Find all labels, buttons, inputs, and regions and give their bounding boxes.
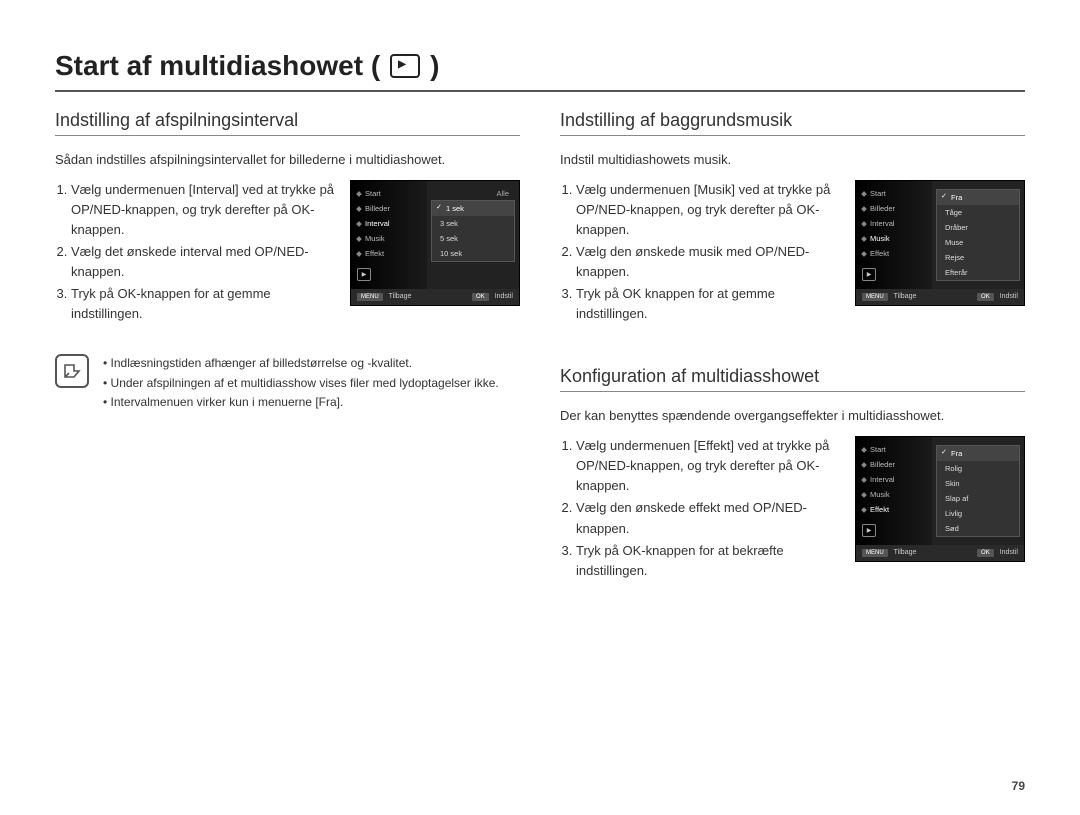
- sc-menu-item: Interval: [862, 475, 926, 484]
- footer-back: Tilbage: [894, 549, 917, 556]
- sc-footer: MENU Tilbage OK Indstil: [856, 289, 1024, 305]
- title-text-end: ): [430, 50, 439, 82]
- sc-menu-item-active: Effekt: [862, 505, 926, 514]
- right-bottom-heading: Konfiguration af multidiasshowet: [560, 366, 1025, 392]
- sc-menu-item-active: Interval: [357, 219, 421, 228]
- footer-back: Tilbage: [389, 293, 412, 300]
- page-number: 79: [1012, 779, 1025, 793]
- sc-option: Sød: [937, 521, 1019, 536]
- sc-right-header: Alle: [431, 187, 515, 200]
- sc-option: Muse: [937, 235, 1019, 250]
- play-icon: ▶: [862, 524, 876, 537]
- sc-option-selected: Fra: [937, 446, 1019, 461]
- right-top-screenshot: Start Billeder Interval Musik Effekt ▶ F…: [855, 180, 1025, 306]
- sc-option: Tåge: [937, 205, 1019, 220]
- sc-menu: Start Billeder Interval Musik Effekt ▶: [351, 181, 427, 289]
- content-columns: Indstilling af afspilningsinterval Sådan…: [55, 110, 1025, 583]
- ok-button-icon: OK: [472, 293, 489, 301]
- footer-set: Indstil: [1000, 549, 1018, 556]
- step: Tryk på OK-knappen for at bekræfte indst…: [576, 541, 843, 581]
- sc-option: 10 sek: [432, 246, 514, 261]
- sc-footer: MENU Tilbage OK Indstil: [351, 289, 519, 305]
- sc-menu-item: Billeder: [357, 204, 421, 213]
- sc-options: Fra Rolig Skin Slap af Livlig Sød: [932, 437, 1024, 545]
- menu-button-icon: MENU: [357, 293, 383, 301]
- step: Vælg undermenuen [Interval] ved at trykk…: [71, 180, 338, 240]
- right-top-instructions: Vælg undermenuen [Musik] ved at trykke p…: [560, 180, 1025, 327]
- sc-menu-item: Musik: [357, 234, 421, 243]
- right-bottom-screenshot: Start Billeder Interval Musik Effekt ▶ F…: [855, 436, 1025, 562]
- slideshow-icon: [390, 54, 420, 78]
- step: Vælg undermenuen [Effekt] ved at trykke …: [576, 436, 843, 496]
- left-instructions: Vælg undermenuen [Interval] ved at trykk…: [55, 180, 520, 327]
- sc-option: Livlig: [937, 506, 1019, 521]
- sc-menu-item: Start: [862, 445, 926, 454]
- sc-option: Rejse: [937, 250, 1019, 265]
- step: Tryk på OK knappen for at gemme indstill…: [576, 284, 843, 324]
- note-item: Indlæsningstiden afhænger af billedstørr…: [103, 354, 499, 373]
- sc-footer: MENU Tilbage OK Indstil: [856, 545, 1024, 561]
- right-top-intro: Indstil multidiashowets musik.: [560, 150, 1025, 170]
- sc-option-selected: 1 sek: [432, 201, 514, 216]
- play-icon: ▶: [357, 268, 371, 281]
- right-bottom-instructions: Vælg undermenuen [Effekt] ved at trykke …: [560, 436, 1025, 583]
- left-screenshot: Start Billeder Interval Musik Effekt ▶ A…: [350, 180, 520, 306]
- sc-option: Rolig: [937, 461, 1019, 476]
- sc-option: Efterår: [937, 265, 1019, 280]
- footer-set: Indstil: [495, 293, 513, 300]
- note-icon: [55, 354, 89, 388]
- sc-menu-item: Effekt: [357, 249, 421, 258]
- note-item: Under afspilningen af et multidiasshow v…: [103, 374, 499, 393]
- footer-set: Indstil: [1000, 293, 1018, 300]
- note-list: Indlæsningstiden afhænger af billedstørr…: [103, 354, 499, 412]
- menu-button-icon: MENU: [862, 293, 888, 301]
- title-text-start: Start af multidiashowet (: [55, 50, 380, 82]
- right-top-heading: Indstilling af baggrundsmusik: [560, 110, 1025, 136]
- right-bottom-intro: Der kan benyttes spændende overgangseffe…: [560, 406, 1025, 426]
- sc-option-selected: Fra: [937, 190, 1019, 205]
- ok-button-icon: OK: [977, 293, 994, 301]
- sc-menu-item: Effekt: [862, 249, 926, 258]
- left-column: Indstilling af afspilningsinterval Sådan…: [55, 110, 520, 583]
- left-steps: Vælg undermenuen [Interval] ved at trykk…: [55, 180, 338, 327]
- left-heading: Indstilling af afspilningsinterval: [55, 110, 520, 136]
- menu-button-icon: MENU: [862, 549, 888, 557]
- left-intro: Sådan indstilles afspilningsintervallet …: [55, 150, 520, 170]
- note-box: Indlæsningstiden afhænger af billedstørr…: [55, 354, 520, 412]
- sc-menu: Start Billeder Interval Musik Effekt ▶: [856, 181, 932, 289]
- sc-menu: Start Billeder Interval Musik Effekt ▶: [856, 437, 932, 545]
- sc-options: Alle 1 sek 3 sek 5 sek 10 sek: [427, 181, 519, 289]
- step: Vælg det ønskede interval med OP/NED-kna…: [71, 242, 338, 282]
- sc-menu-item: Billeder: [862, 204, 926, 213]
- step: Tryk på OK-knappen for at gemme indstill…: [71, 284, 338, 324]
- page-title: Start af multidiashowet ( ): [55, 50, 1025, 92]
- sc-menu-item: Interval: [862, 219, 926, 228]
- sc-menu-item: Musik: [862, 490, 926, 499]
- play-icon: ▶: [862, 268, 876, 281]
- right-bottom-steps: Vælg undermenuen [Effekt] ved at trykke …: [560, 436, 843, 583]
- step: Vælg undermenuen [Musik] ved at trykke p…: [576, 180, 843, 240]
- sc-menu-item-active: Musik: [862, 234, 926, 243]
- sc-option: 3 sek: [432, 216, 514, 231]
- sc-option: Dråber: [937, 220, 1019, 235]
- step: Vælg den ønskede effekt med OP/NED-knapp…: [576, 498, 843, 538]
- ok-button-icon: OK: [977, 549, 994, 557]
- sc-menu-item: Start: [357, 189, 421, 198]
- right-column: Indstilling af baggrundsmusik Indstil mu…: [560, 110, 1025, 583]
- footer-back: Tilbage: [894, 293, 917, 300]
- note-item: Intervalmenuen virker kun i menuerne [Fr…: [103, 393, 499, 412]
- sc-menu-item: Start: [862, 189, 926, 198]
- sc-options: Fra Tåge Dråber Muse Rejse Efterår: [932, 181, 1024, 289]
- sc-option: 5 sek: [432, 231, 514, 246]
- sc-menu-item: Billeder: [862, 460, 926, 469]
- sc-option: Skin: [937, 476, 1019, 491]
- right-top-steps: Vælg undermenuen [Musik] ved at trykke p…: [560, 180, 843, 327]
- sc-option: Slap af: [937, 491, 1019, 506]
- step: Vælg den ønskede musik med OP/NED-knappe…: [576, 242, 843, 282]
